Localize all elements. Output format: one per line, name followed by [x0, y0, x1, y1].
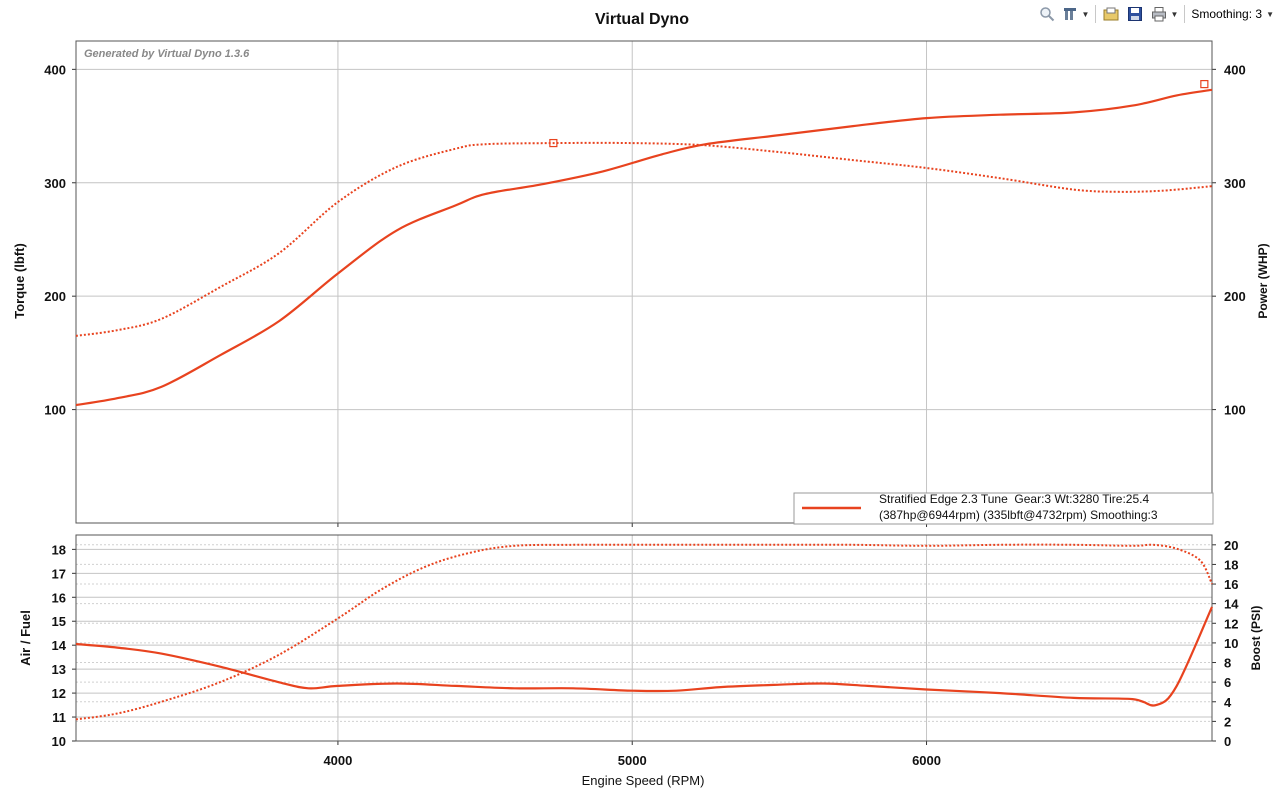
y2-tick-label: 300: [1224, 176, 1246, 191]
y2-tick-label: 14: [1224, 597, 1239, 612]
y-tick-label: 300: [44, 176, 66, 191]
legend-line1: Stratified Edge 2.3 Tune Gear:3 Wt:3280 …: [879, 492, 1149, 506]
plot-frame: [75, 534, 1213, 742]
air-fuel-axis-label: Air / Fuel: [18, 610, 33, 666]
power-axis-label: Power (WHP): [1256, 243, 1270, 318]
peak-marker: [1200, 79, 1209, 89]
smoothing-label: Smoothing: 3: [1191, 7, 1263, 21]
tools-dropdown-icon[interactable]: ▼: [1081, 9, 1090, 19]
y-tick-label: 13: [52, 662, 66, 677]
y2-tick-label: 0: [1224, 734, 1231, 749]
y-tick-label: 18: [52, 542, 66, 557]
x-tick-label: 6000: [912, 753, 941, 768]
y-tick-label: 17: [52, 566, 66, 581]
y2-tick-label: 100: [1224, 403, 1246, 418]
chart-title: Virtual Dyno: [595, 11, 689, 28]
y2-tick-label: 200: [1224, 289, 1246, 304]
legend-line2: (387hp@6944rpm) (335lbft@4732rpm) Smooth…: [879, 508, 1158, 522]
solid-series-line: [75, 606, 1214, 707]
y2-tick-label: 10: [1224, 636, 1238, 651]
torque-axis-label: Torque (lbft): [12, 243, 27, 319]
folder-icon[interactable]: [1102, 5, 1120, 23]
y-tick-label: 14: [52, 638, 67, 653]
grid: [72, 41, 1216, 745]
x-tick-label: 4000: [323, 753, 352, 768]
print-dropdown-icon[interactable]: ▼: [1170, 9, 1179, 19]
toolbar: ▼ ▼ Smoothing: 3 ▼: [1038, 4, 1274, 24]
y2-tick-label: 20: [1224, 538, 1238, 553]
plot-frame: [75, 40, 1213, 524]
y-tick-label: 400: [44, 62, 66, 77]
x-axis-label: Engine Speed (RPM): [582, 773, 705, 788]
toolbar-separator: [1184, 5, 1186, 23]
y2-tick-label: 16: [1224, 577, 1238, 592]
y2-tick-label: 6: [1224, 675, 1231, 690]
y-tick-label: 11: [52, 710, 66, 725]
y2-tick-label: 12: [1224, 616, 1238, 631]
y2-tick-label: 4: [1224, 695, 1232, 710]
peak-marker: [549, 138, 558, 148]
y-tick-label: 16: [52, 590, 66, 605]
y-tick-label: 200: [44, 289, 66, 304]
y-tick-label: 100: [44, 403, 66, 418]
toolbar-separator: [1095, 5, 1097, 23]
watermark-text: Generated by Virtual Dyno 1.3.6: [84, 48, 250, 60]
y2-tick-label: 18: [1224, 557, 1238, 572]
y2-tick-label: 400: [1224, 62, 1246, 77]
plot-frames: [75, 40, 1213, 742]
tools-icon[interactable]: [1062, 5, 1080, 23]
peak-markers: [549, 79, 1209, 148]
y-tick-label: 10: [52, 734, 66, 749]
print-icon[interactable]: [1150, 5, 1168, 23]
dotted-series-line: [75, 141, 1213, 337]
y-tick-label: 15: [52, 614, 66, 629]
chevron-down-icon: ▼: [1266, 9, 1274, 19]
solid-series-line: [75, 88, 1213, 407]
data-series: [75, 88, 1214, 721]
y2-tick-label: 8: [1224, 656, 1231, 671]
y2-tick-label: 2: [1224, 714, 1231, 729]
legend[interactable]: Stratified Edge 2.3 Tune Gear:3 Wt:3280 …: [793, 492, 1214, 525]
legend-box: [793, 492, 1214, 525]
x-tick-label: 5000: [618, 753, 647, 768]
magnifier-icon[interactable]: [1038, 5, 1056, 23]
smoothing-dropdown[interactable]: Smoothing: 3 ▼: [1191, 7, 1274, 21]
save-icon[interactable]: [1126, 5, 1144, 23]
y-tick-label: 12: [52, 686, 66, 701]
boost-axis-label: Boost (PSI): [1249, 606, 1263, 671]
